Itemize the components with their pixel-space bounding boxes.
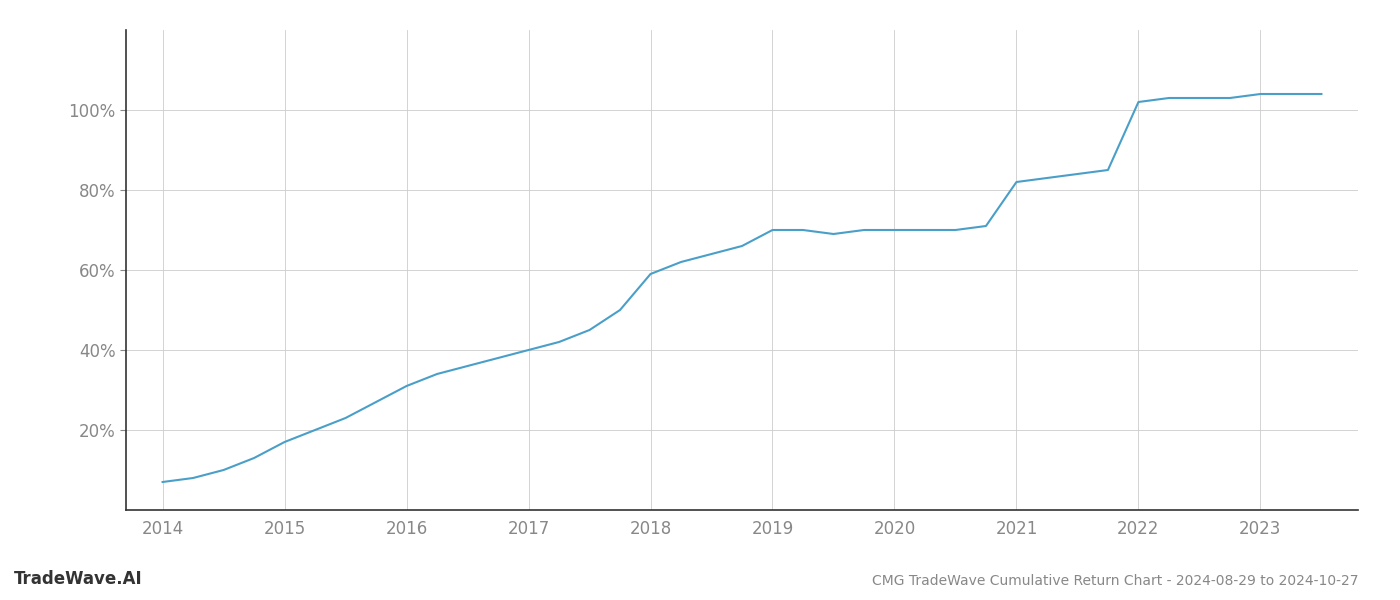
Text: TradeWave.AI: TradeWave.AI [14,570,143,588]
Text: CMG TradeWave Cumulative Return Chart - 2024-08-29 to 2024-10-27: CMG TradeWave Cumulative Return Chart - … [871,574,1358,588]
